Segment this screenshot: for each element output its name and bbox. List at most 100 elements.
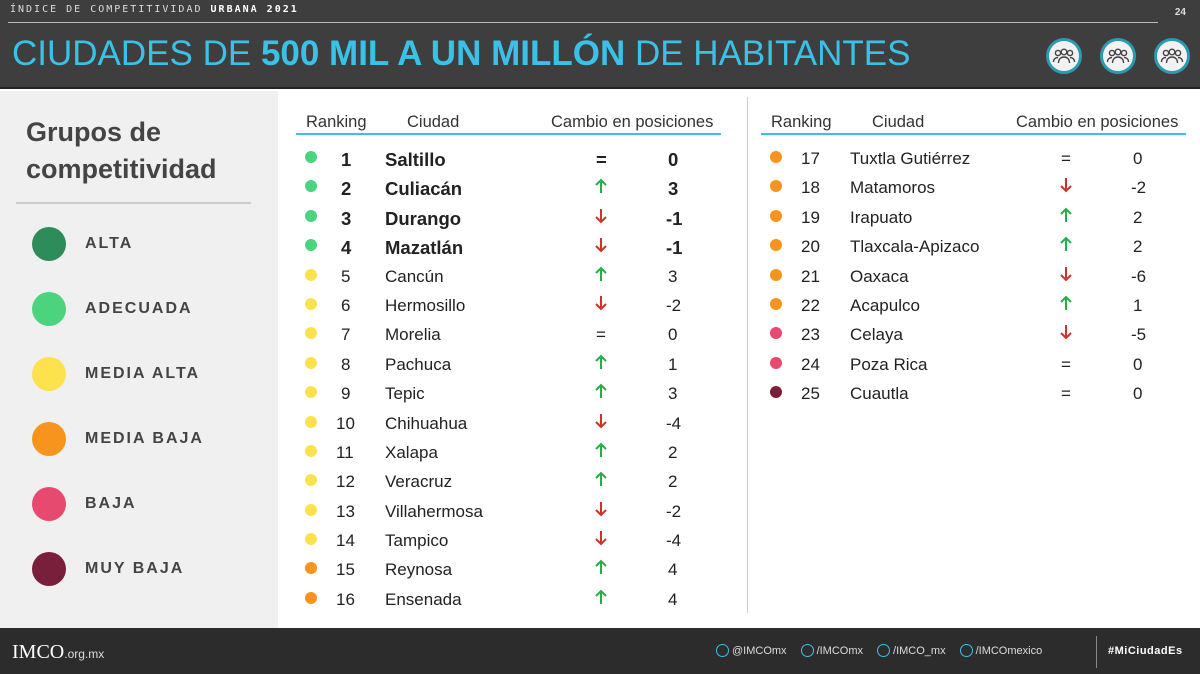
- table-row: 7 Morelia = 0: [296, 319, 721, 348]
- social-link[interactable]: @IMCOmx: [716, 644, 787, 657]
- rank: 4: [341, 237, 352, 259]
- position-change: 2: [1133, 237, 1143, 257]
- social-handle: /IMCOmx: [816, 644, 864, 657]
- table-row: 24 Poza Rica = 0: [761, 349, 1186, 378]
- position-change: 1: [1133, 295, 1143, 315]
- arrow-up-icon: [594, 559, 608, 580]
- groups-panel: Grupos de competitividad ALTA ADECUADA MEDI…: [0, 91, 278, 628]
- groups-divider: [16, 202, 251, 204]
- social-link[interactable]: /IMCOmx: [800, 644, 864, 657]
- header-city: Ciudad: [872, 113, 925, 131]
- hashtag: #MiCiudadEs: [1108, 645, 1183, 657]
- position-change: -5: [1131, 325, 1147, 345]
- social-link[interactable]: /IMCOmexico: [959, 644, 1042, 657]
- arrow-down-icon: [1059, 177, 1073, 198]
- city-name: Tuxtla Gutiérrez: [850, 149, 971, 168]
- arrow-up-icon: [594, 589, 608, 610]
- social-handle: @IMCOmx: [732, 644, 787, 657]
- position-change: 1: [668, 354, 678, 374]
- table-row: 12 Veracruz 2: [296, 466, 721, 495]
- rank: 21: [801, 266, 820, 286]
- city-name: Culiacán: [385, 178, 463, 200]
- group-dot: [305, 239, 317, 252]
- header-city: Ciudad: [407, 113, 460, 131]
- legend-label: ALTA: [85, 235, 134, 252]
- table-row: 15 Reynosa 4: [296, 554, 721, 583]
- rank: 22: [801, 295, 820, 315]
- table-row: 11 Xalapa 2: [296, 437, 721, 466]
- group-dot: [305, 591, 317, 604]
- city-name: Cancún: [385, 266, 444, 286]
- people-group-icon: [1100, 38, 1136, 74]
- instagram-icon: [877, 644, 891, 657]
- group-dot: [305, 503, 317, 516]
- rank: 6: [341, 295, 351, 315]
- equal-sign: =: [1061, 354, 1071, 374]
- table-row: 9 Tepic 3: [296, 378, 721, 407]
- title-part: CIUDADES DE: [12, 34, 261, 73]
- arrow-up-icon: [594, 354, 608, 375]
- legend-item-adecuada: ADECUADA: [32, 292, 193, 326]
- group-dot: [305, 209, 317, 222]
- footer: IMCO.org.mx @IMCOmx/IMCOmx/IMCO_mx/IMCOm…: [0, 628, 1200, 674]
- rank: 5: [341, 266, 351, 286]
- table-row: 18 Matamoros -2: [761, 172, 1186, 201]
- position-change: 0: [1133, 149, 1143, 168]
- rank: 16: [336, 589, 355, 609]
- facebook-icon: [800, 644, 814, 657]
- legend-label: MUY BAJA: [85, 560, 185, 577]
- header-ranking: Ranking: [771, 113, 832, 131]
- table-row: 19 Irapuato 2: [761, 202, 1186, 231]
- city-name: Durango: [385, 207, 462, 229]
- group-dot: [305, 356, 317, 369]
- city-name: Ensenada: [385, 589, 462, 609]
- header-ranking: Ranking: [306, 113, 367, 131]
- group-dot: [770, 327, 782, 340]
- legend-color-dot: [32, 357, 66, 391]
- position-change: -2: [1131, 178, 1147, 198]
- arrow-up-icon: [594, 383, 608, 404]
- legend-item-alta: ALTA: [32, 227, 133, 261]
- header: ÍNDICE DE COMPETITIVIDAD URBANA 2021 24 …: [0, 0, 1200, 89]
- rank: 15: [336, 560, 355, 580]
- rank: 24: [801, 354, 820, 374]
- position-change: 0: [1133, 354, 1143, 374]
- table-header: Ranking Ciudad Cambio en posiciones: [296, 110, 721, 135]
- group-dot: [770, 151, 782, 163]
- people-group-icon: [1154, 38, 1190, 74]
- table-row: 16 Ensenada 4: [296, 584, 721, 613]
- city-name: Tlaxcala-Apizaco: [850, 237, 980, 257]
- position-change: 0: [1133, 384, 1143, 404]
- table-row: 17 Tuxtla Gutiérrez = 0: [761, 143, 1186, 172]
- group-dot: [305, 180, 317, 193]
- group-dot: [305, 386, 317, 399]
- table-row: 25 Cuautla = 0: [761, 378, 1186, 407]
- city-name: Tepic: [385, 384, 425, 404]
- rank: 3: [341, 207, 352, 229]
- rank: 20: [801, 237, 820, 257]
- social-link[interactable]: /IMCO_mx: [877, 644, 946, 657]
- groups-title: Grupos de competitividad: [26, 114, 217, 188]
- rank: 1: [341, 149, 352, 170]
- social-handle: /IMCO_mx: [893, 644, 946, 657]
- table-row: 10 Chihuahua -4: [296, 408, 721, 437]
- ranking-table-right: Ranking Ciudad Cambio en posiciones 17 Tuxtl…: [761, 110, 1186, 408]
- position-change: 3: [668, 266, 678, 286]
- position-change: -6: [1131, 266, 1147, 286]
- city-name: Celaya: [850, 325, 903, 345]
- rank: 23: [801, 325, 820, 345]
- arrow-up-icon: [594, 442, 608, 463]
- city-name: Matamoros: [850, 178, 936, 198]
- table-row: 5 Cancún 3: [296, 261, 721, 290]
- group-dot: [305, 297, 317, 310]
- legend-label: BAJA: [85, 495, 137, 512]
- city-name: Mazatlán: [385, 237, 464, 259]
- legend-label: ADECUADA: [85, 300, 193, 317]
- equal-sign: =: [1061, 384, 1071, 404]
- youtube-icon: [959, 644, 973, 657]
- ranking-table-left: Ranking Ciudad Cambio en posiciones 1 Saltil…: [296, 110, 721, 613]
- arrow-up-icon: [1059, 236, 1073, 257]
- imco-logo[interactable]: IMCO.org.mx: [12, 641, 104, 664]
- legend-label: MEDIA BAJA: [85, 430, 204, 447]
- city-name: Pachuca: [385, 354, 452, 374]
